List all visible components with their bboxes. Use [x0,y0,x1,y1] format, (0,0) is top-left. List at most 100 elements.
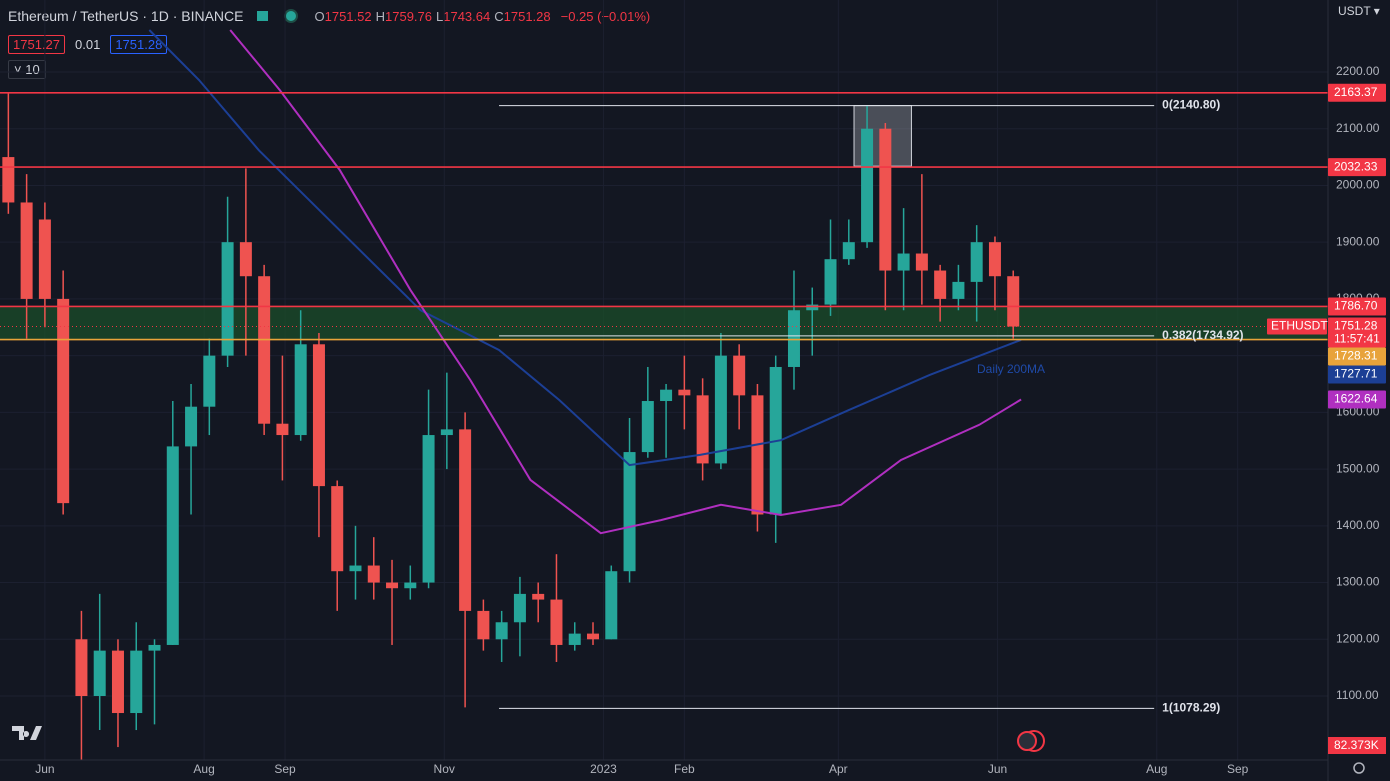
candle-body [459,429,472,611]
axes: 1100.001200.001300.001400.001500.001600.… [35,4,1386,776]
candle-body [20,202,33,299]
x-tick-label: Aug [1146,762,1167,776]
x-tick-label: Aug [193,762,214,776]
ohlc-value: 1759.76 [385,8,432,24]
candle-body [513,593,526,623]
price-tag-bg [1328,390,1386,409]
candle-body [404,582,417,589]
flag-badge [1017,730,1045,752]
currency-label: USDT ▾ [1338,4,1380,18]
candle-body [1007,276,1020,327]
x-tick-label: Nov [434,762,455,776]
moving-average [229,29,1022,535]
candle-body [532,593,545,600]
candle-body [312,344,325,487]
candle-body [550,599,563,645]
moving-average [148,29,1022,467]
candle-body [203,355,216,407]
candle-body [934,270,947,299]
tv-logo [12,726,42,740]
candle-body [988,242,1001,277]
candle-body [495,622,508,640]
ohlc-value: 1751.52 [324,8,372,24]
candle-body [258,276,271,424]
candle-body [349,565,362,572]
x-tick-label: Sep [274,762,296,776]
ohlc-key: H [375,8,385,24]
candle-body [641,401,654,453]
plot-area: Daily 200MA 0(2140.80) 0.382(1734.92) 1(107… [0,29,1328,760]
price-tag-label: 2032.33 [1334,159,1378,173]
candle-body [787,310,800,367]
y-tick-label: 2100.00 [1336,121,1380,135]
candle-body [294,344,307,436]
candle-body [111,650,124,714]
price-tag-bg [1328,83,1386,102]
ohlc-key: C [494,8,504,24]
candle-body [148,644,161,651]
candle-body [166,446,179,645]
y-tick-label: 1900.00 [1336,234,1380,248]
price-tag-label: 1727.71 [1334,367,1378,381]
change: −0.25 (−0.01%) [560,8,651,24]
candle-body [842,242,855,260]
candle-body [952,281,965,299]
candle-body [440,429,453,436]
candle-body [276,423,289,436]
settings-icon[interactable] [1353,762,1365,774]
bid[interactable]: 1751.27 [8,34,65,54]
candle-body [477,610,490,640]
candle-body [733,355,746,396]
support-zone [0,306,1328,340]
price-tag-bg [1328,365,1386,384]
ohlc-value: 1751.28 [503,8,551,24]
x-tick-label: 2023 [590,762,617,776]
candle-body [623,452,636,572]
price-tag: 2032.33 [1328,158,1386,177]
y-tick-label: 1300.00 [1336,575,1380,589]
candle-body [605,571,618,640]
y-tick-label: 2000.00 [1336,178,1380,192]
x-tick-label: Apr [829,762,848,776]
candle-body [185,406,198,447]
trade-row: 1751.27 0.01 1751.28 [8,33,654,55]
price-tag-bg [1328,158,1386,177]
volume-tag-bg [1328,737,1386,754]
volume-tag: 82.373K [1334,738,1379,752]
candle-body [915,253,928,271]
symbol[interactable]: Ethereum / TetherUS · 1D · BINANCE [8,8,244,24]
candle-body [386,582,399,589]
ask[interactable]: 1751.28 [110,34,168,54]
symbol-tag-bg [1267,318,1327,335]
candle-body [824,259,837,305]
candle-body [806,304,819,311]
candle-body [331,486,344,572]
price-tag: 1622.64 [1328,390,1386,409]
candle-body [678,389,691,396]
grid [0,0,1328,760]
symbol-row: Ethereum / TetherUS · 1D · BINANCE O1751… [8,5,654,27]
price-tag-label: 1751.28 [1334,319,1378,333]
annotation: Daily 200MA [977,362,1045,376]
price-tag-bg [1328,347,1386,366]
price-tag: 1727.71 [1328,365,1386,384]
price-tag: 1728.31 [1328,347,1386,366]
ohlc-key: O [314,8,325,24]
ohlc: O1751.52 H1759.76 L1743.64 C1751.28 [314,9,554,24]
x-tick-label: Jun [35,762,54,776]
price-tag-label: 1622.64 [1334,392,1378,406]
price-tag-bg [1328,297,1386,316]
price-tag-label: 2163.37 [1334,85,1378,99]
candle-body [714,355,727,464]
candle-body [696,395,709,464]
flag-icon[interactable] [257,11,269,21]
candle-body [568,633,581,645]
y-tick-label: 1100.00 [1336,688,1379,702]
candle-body [879,128,892,271]
candle-body [57,298,70,504]
x-tick-label: Sep [1227,762,1249,776]
candle-body [422,435,435,583]
